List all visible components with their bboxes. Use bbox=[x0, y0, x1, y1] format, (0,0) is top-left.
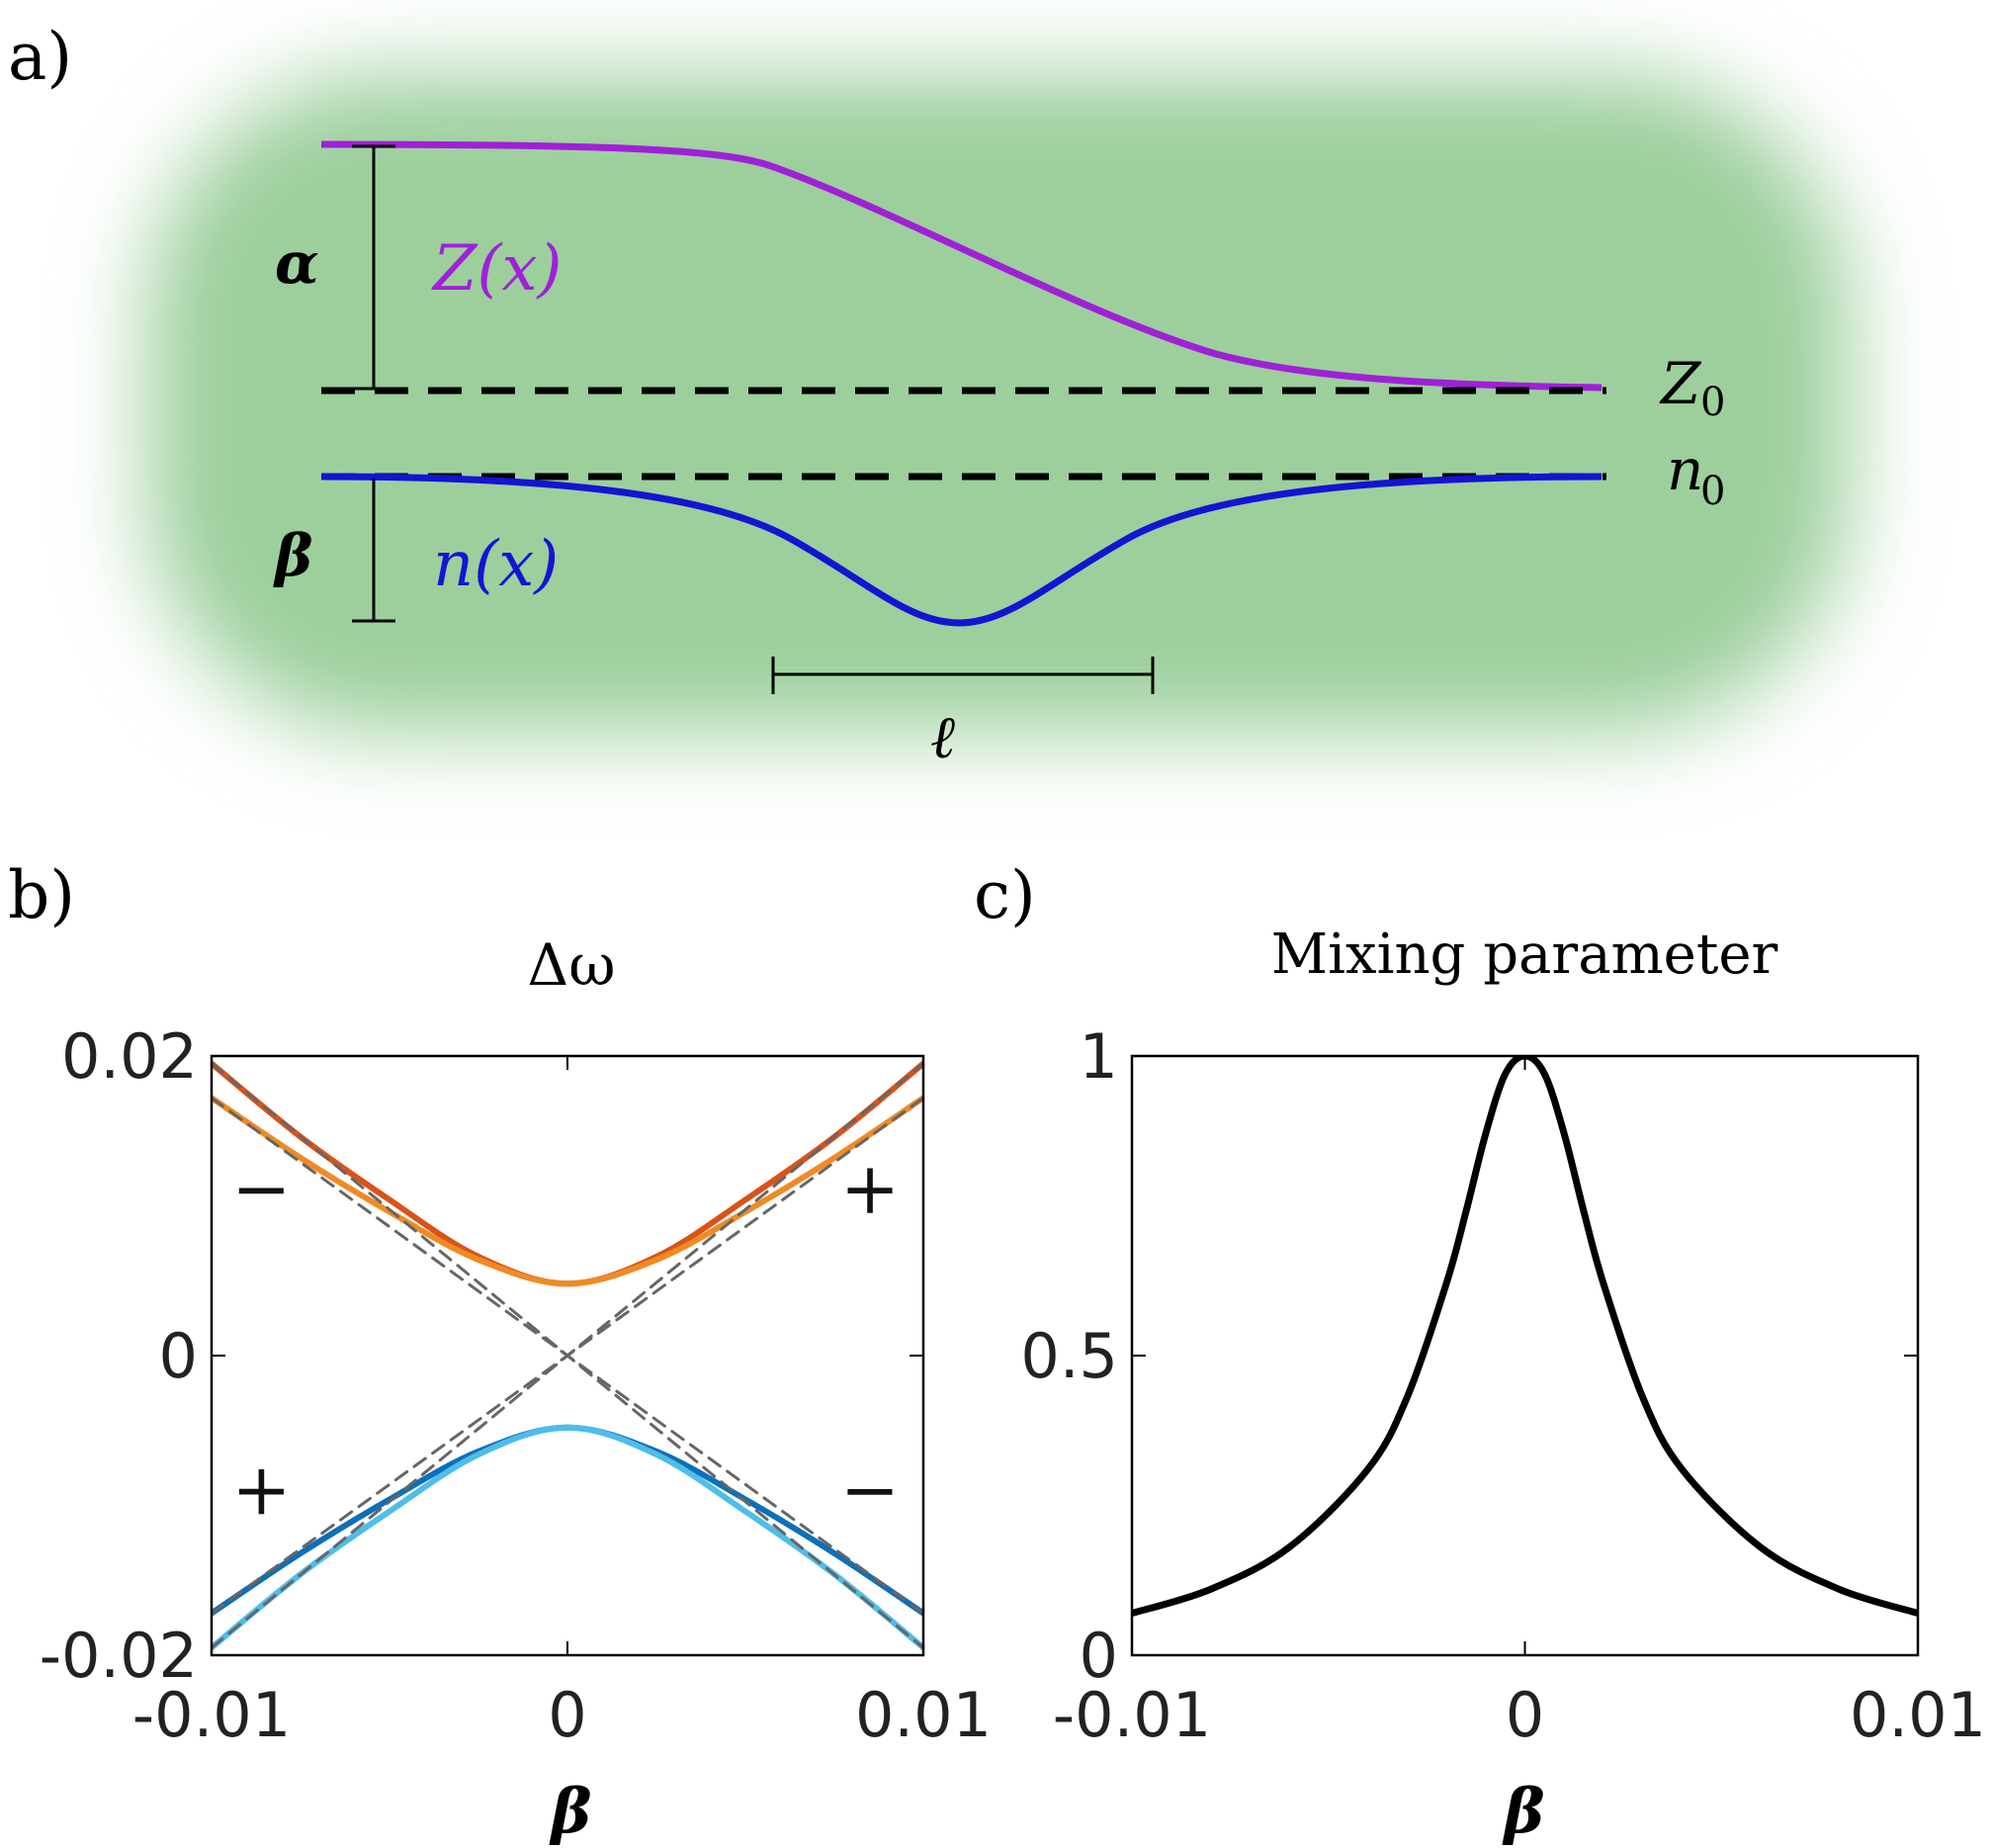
b-series-line-1 bbox=[212, 1095, 923, 1287]
c-xtick-label: 0 bbox=[1506, 1679, 1544, 1751]
c-ytick-label: 0 bbox=[1080, 1620, 1118, 1692]
c-axes-frame bbox=[1130, 1054, 1920, 1657]
svg-text:n: n bbox=[1667, 436, 1703, 503]
b-sign-annotation: + bbox=[840, 1147, 900, 1230]
panel-c-label: c) bbox=[974, 857, 1036, 933]
svg-text:0: 0 bbox=[1700, 380, 1725, 425]
panel-b-xlabel: β bbox=[549, 1775, 591, 1847]
c-xtick-label: -0.01 bbox=[1053, 1679, 1211, 1751]
b-series-line-0 bbox=[212, 1060, 923, 1287]
beta-label-a: β bbox=[273, 522, 313, 589]
green-background-glow bbox=[148, 74, 1849, 732]
b-sign-annotation: − bbox=[840, 1449, 900, 1532]
ell-bracket bbox=[771, 657, 1155, 694]
b-series-line-2 bbox=[212, 1424, 923, 1617]
b-xtick-label: -0.01 bbox=[132, 1679, 291, 1751]
b-xtick-label: 0.01 bbox=[855, 1679, 992, 1751]
b-sign-annotation: − bbox=[231, 1147, 291, 1230]
c-ytick-label: 0.5 bbox=[1020, 1320, 1118, 1392]
b-series-line-7 bbox=[212, 1096, 923, 1616]
panel-c-title: Mixing parameter bbox=[1271, 923, 1778, 987]
c-series-group bbox=[1132, 1056, 1918, 1618]
panel-a-label: a) bbox=[8, 19, 72, 95]
alpha-label: α bbox=[275, 229, 319, 297]
b-ytick-label: 0 bbox=[159, 1320, 198, 1392]
panel-b-title: Δω bbox=[527, 931, 615, 999]
z0-label: Z 0 bbox=[1659, 350, 1725, 425]
b-sign-annotation: + bbox=[231, 1449, 291, 1532]
n0-label: n 0 bbox=[1667, 436, 1725, 514]
n-curve-label: n(x) bbox=[433, 528, 559, 601]
panel-c-xlabel: β bbox=[1502, 1775, 1544, 1847]
beta-bracket bbox=[352, 479, 395, 623]
n-curve bbox=[320, 473, 1603, 627]
svg-text:0: 0 bbox=[1700, 469, 1725, 514]
c-ytick-label: 1 bbox=[1080, 1020, 1118, 1093]
c-xtick-label: 0.01 bbox=[1850, 1679, 1986, 1751]
ell-label: ℓ bbox=[931, 703, 957, 772]
b-series-line-3 bbox=[212, 1424, 923, 1651]
panel-a: a) α β ℓ Z(x) n(x) bbox=[8, 19, 1849, 772]
b-series-group bbox=[212, 1060, 923, 1651]
b-ytick-label: 0.02 bbox=[61, 1020, 198, 1093]
panel-b-label: b) bbox=[8, 857, 75, 933]
alpha-bracket bbox=[352, 144, 395, 391]
b-ytick-label: -0.02 bbox=[40, 1620, 198, 1692]
b-xtick-label: 0 bbox=[548, 1679, 586, 1751]
svg-text:Z: Z bbox=[1659, 350, 1702, 417]
z-curve bbox=[320, 140, 1603, 392]
c-series-line-0 bbox=[1132, 1056, 1918, 1618]
z-curve-label: Z(x) bbox=[431, 232, 563, 306]
